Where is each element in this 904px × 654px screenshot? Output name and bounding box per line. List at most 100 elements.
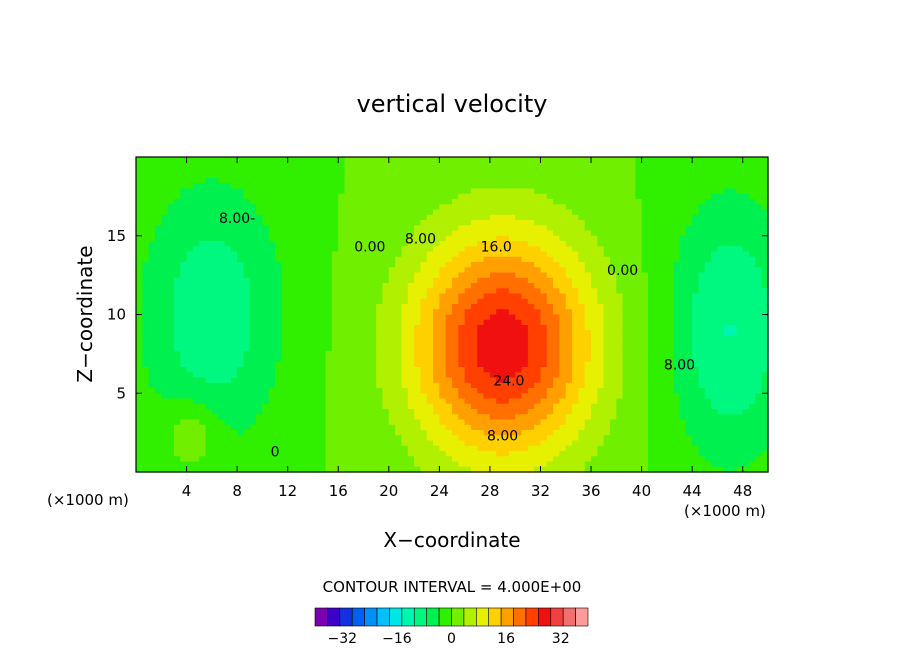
field-cell [388, 193, 396, 200]
field-cell [205, 456, 213, 463]
field-cell [470, 382, 478, 389]
field-cell [294, 435, 301, 442]
field-cell [647, 157, 655, 163]
field-cell [186, 293, 194, 300]
field-cell [452, 162, 459, 169]
field-cell [407, 272, 415, 279]
field-cell [420, 382, 428, 389]
field-cell [407, 356, 415, 363]
field-cell [256, 393, 263, 400]
field-cell [192, 172, 200, 179]
field-cell [306, 251, 314, 258]
field-cell [610, 272, 617, 279]
field-cell [256, 440, 263, 447]
field-cell [603, 209, 611, 216]
field-cell [154, 267, 162, 274]
field-cell [306, 451, 314, 457]
field-cell [458, 398, 466, 405]
field-cell [565, 466, 573, 473]
field-cell [294, 288, 301, 295]
field-cell [218, 325, 226, 331]
field-cell [603, 251, 611, 258]
field-cell [148, 424, 156, 431]
field-cell [502, 157, 510, 163]
field-cell [211, 456, 219, 463]
field-cell [565, 199, 573, 205]
field-cell [489, 372, 497, 379]
field-cell [610, 377, 617, 384]
field-cell [325, 157, 333, 163]
field-cell [635, 346, 643, 352]
field-cell [527, 445, 535, 452]
field-cell [426, 403, 434, 410]
field-cell [312, 167, 320, 174]
field-cell [388, 241, 396, 247]
field-cell [211, 304, 219, 310]
field-cell [439, 235, 447, 242]
field-cell [458, 267, 466, 274]
field-cell [306, 183, 314, 190]
field-cell [464, 388, 472, 394]
field-cell [224, 435, 232, 442]
field-cell [647, 235, 655, 242]
field-cell [256, 309, 263, 316]
field-cell [350, 199, 358, 205]
field-cell [508, 346, 516, 352]
field-cell [363, 456, 371, 463]
field-cell [502, 388, 510, 394]
field-cell [515, 256, 523, 263]
field-cell [382, 230, 390, 237]
field-cell [572, 325, 579, 331]
field-cell [136, 430, 143, 436]
field-cell [363, 188, 371, 195]
field-cell [565, 388, 573, 394]
field-cell [420, 283, 428, 289]
field-cell [502, 372, 510, 379]
field-cell [534, 451, 542, 457]
field-cell [414, 241, 421, 247]
field-cell [420, 398, 428, 405]
field-cell [192, 340, 200, 347]
field-cell [464, 403, 472, 410]
field-cell [401, 409, 409, 415]
field-cell [287, 325, 295, 331]
field-cell [357, 325, 365, 331]
field-cell [154, 293, 162, 300]
field-cell [496, 351, 504, 358]
field-cell [192, 214, 200, 221]
field-cell [382, 393, 390, 400]
field-cell [180, 445, 188, 452]
field-cell [521, 251, 529, 258]
field-cell [553, 388, 561, 394]
field-cell [401, 193, 409, 200]
field-cell [205, 346, 213, 352]
field-cell [262, 445, 270, 452]
field-cell [161, 199, 169, 205]
field-cell [622, 430, 630, 436]
field-cell [502, 172, 510, 179]
field-cell [300, 167, 308, 174]
field-cell [527, 251, 535, 258]
field-cell [186, 167, 194, 174]
field-cell [230, 309, 238, 316]
field-cell [319, 435, 327, 442]
field-cell [395, 335, 403, 342]
field-cell [540, 388, 548, 394]
field-cell [275, 351, 282, 358]
field-cell [591, 456, 598, 463]
field-cell [534, 246, 542, 253]
field-cell [496, 251, 504, 258]
field-cell [211, 214, 219, 221]
field-cell [439, 309, 447, 316]
field-cell [553, 188, 561, 195]
field-cell [565, 377, 573, 384]
field-cell [237, 356, 245, 363]
field-cell [489, 314, 497, 321]
field-cell [319, 256, 327, 263]
field-cell [357, 330, 365, 337]
field-cell [534, 162, 542, 169]
field-cell [553, 456, 561, 463]
field-cell [142, 199, 150, 205]
field-cell [527, 409, 535, 415]
field-cell [635, 214, 643, 221]
